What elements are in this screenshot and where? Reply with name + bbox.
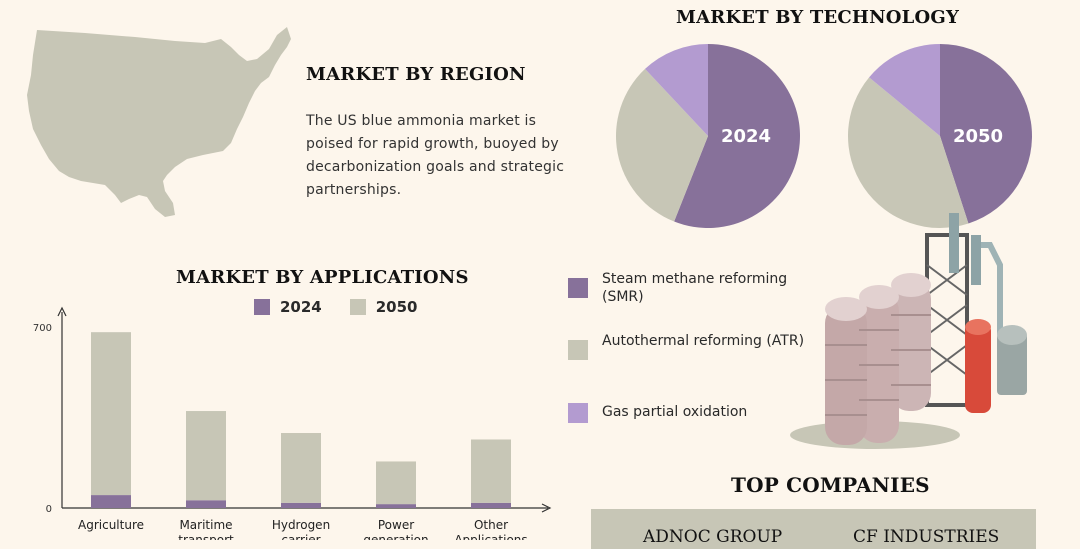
ammonia-plant-illustration [790, 213, 1027, 449]
bar-2050-4 [471, 439, 511, 503]
pie-2050-slice-2 [869, 44, 940, 136]
category-label-2: Hydrogen carrier [272, 518, 330, 540]
top-companies-title: TOP COMPANIES [731, 473, 930, 497]
technology-pies: 2024 2050 [616, 44, 1032, 228]
region-description: The US blue ammonia market is poised for… [306, 113, 565, 198]
x-axis-arrow [541, 503, 552, 513]
bar-2050-0 [91, 332, 131, 496]
region-title: MARKET BY REGION [306, 64, 526, 85]
red-tank [965, 323, 991, 413]
legend-swatch-smr [568, 278, 588, 298]
stack-left [949, 213, 959, 273]
y-axis-arrow [57, 306, 67, 317]
silo-3-top [891, 273, 931, 297]
legend-label-2050: 2050 [375, 298, 418, 316]
legend-swatch-gpo [568, 403, 588, 423]
category-label-1: Maritime transport [178, 518, 234, 540]
legend-swatch-2024 [254, 299, 270, 315]
legend-label-atr: Autothermal reforming (ATR) [602, 333, 805, 349]
silo-1 [825, 305, 867, 445]
pie-2050-slice-1 [848, 77, 969, 228]
companies-box: ADNOC GROUP CF INDUSTRIES [591, 509, 1036, 549]
bar-2024-4 [471, 502, 511, 508]
technology-title: MARKET BY TECHNOLOGY [676, 7, 960, 28]
pie-2050-slice-0 [940, 44, 1032, 224]
silo-2-top [859, 285, 899, 309]
company-adnoc: ADNOC GROUP [643, 527, 783, 547]
category-label-3: Power generation [363, 518, 428, 540]
legend-item-2024: 2024 [254, 298, 322, 316]
silo-3 [891, 281, 931, 411]
legend-item-smr: Steam methane reforming (SMR) [568, 270, 808, 306]
us-map [27, 27, 291, 217]
plant-frame-braces [926, 264, 968, 376]
stack-right [971, 235, 981, 285]
pie-2024-label: 2024 [721, 126, 771, 147]
legend-item-gpo: Gas partial oxidation [568, 403, 808, 423]
us-map-shape [27, 27, 291, 217]
category-label-0: Agriculture [78, 518, 144, 532]
company-cf-industries: CF INDUSTRIES [853, 527, 1000, 547]
applications-legend: 2024 2050 [254, 298, 418, 316]
applications-title: MARKET BY APPLICATIONS [176, 267, 469, 288]
legend-swatch-atr [568, 340, 588, 360]
category-label-4: Other Applications [454, 518, 527, 540]
legend-item-atr: Autothermal reforming (ATR) [568, 332, 808, 360]
pie-2050-label: 2050 [953, 126, 1003, 147]
legend-swatch-2050 [349, 299, 366, 315]
bar-2024-1 [186, 500, 226, 508]
y-tick-label-0: 0 [46, 504, 52, 515]
y-tick-label-1: 700 [33, 323, 52, 334]
bar-2024-2 [281, 502, 321, 508]
pie-2024-slice-2 [645, 44, 708, 136]
pie-2024-slice-1 [616, 68, 708, 222]
bar-2024-3 [376, 504, 416, 508]
legend-item-2050: 2050 [349, 298, 418, 316]
legend-label-smr: Steam methane reforming (SMR) [602, 271, 788, 305]
red-tank-top [965, 319, 991, 335]
gray-tank [997, 333, 1027, 395]
bar-2050-3 [376, 461, 416, 505]
bar-2024-0 [91, 495, 131, 508]
legend-label-gpo: Gas partial oxidation [602, 404, 748, 420]
bar-2050-2 [281, 433, 321, 503]
bar-2050-1 [186, 411, 226, 501]
pie-2024-slice-0 [674, 44, 800, 228]
pipe [981, 242, 1003, 335]
gray-tank-top [997, 325, 1027, 345]
silo-1-top [825, 297, 867, 321]
applications-bar-chart: 0 700 Agriculture Maritime transport Hydroge… [33, 306, 552, 540]
silo-bands [825, 314, 931, 416]
legend-label-2024: 2024 [280, 298, 322, 316]
